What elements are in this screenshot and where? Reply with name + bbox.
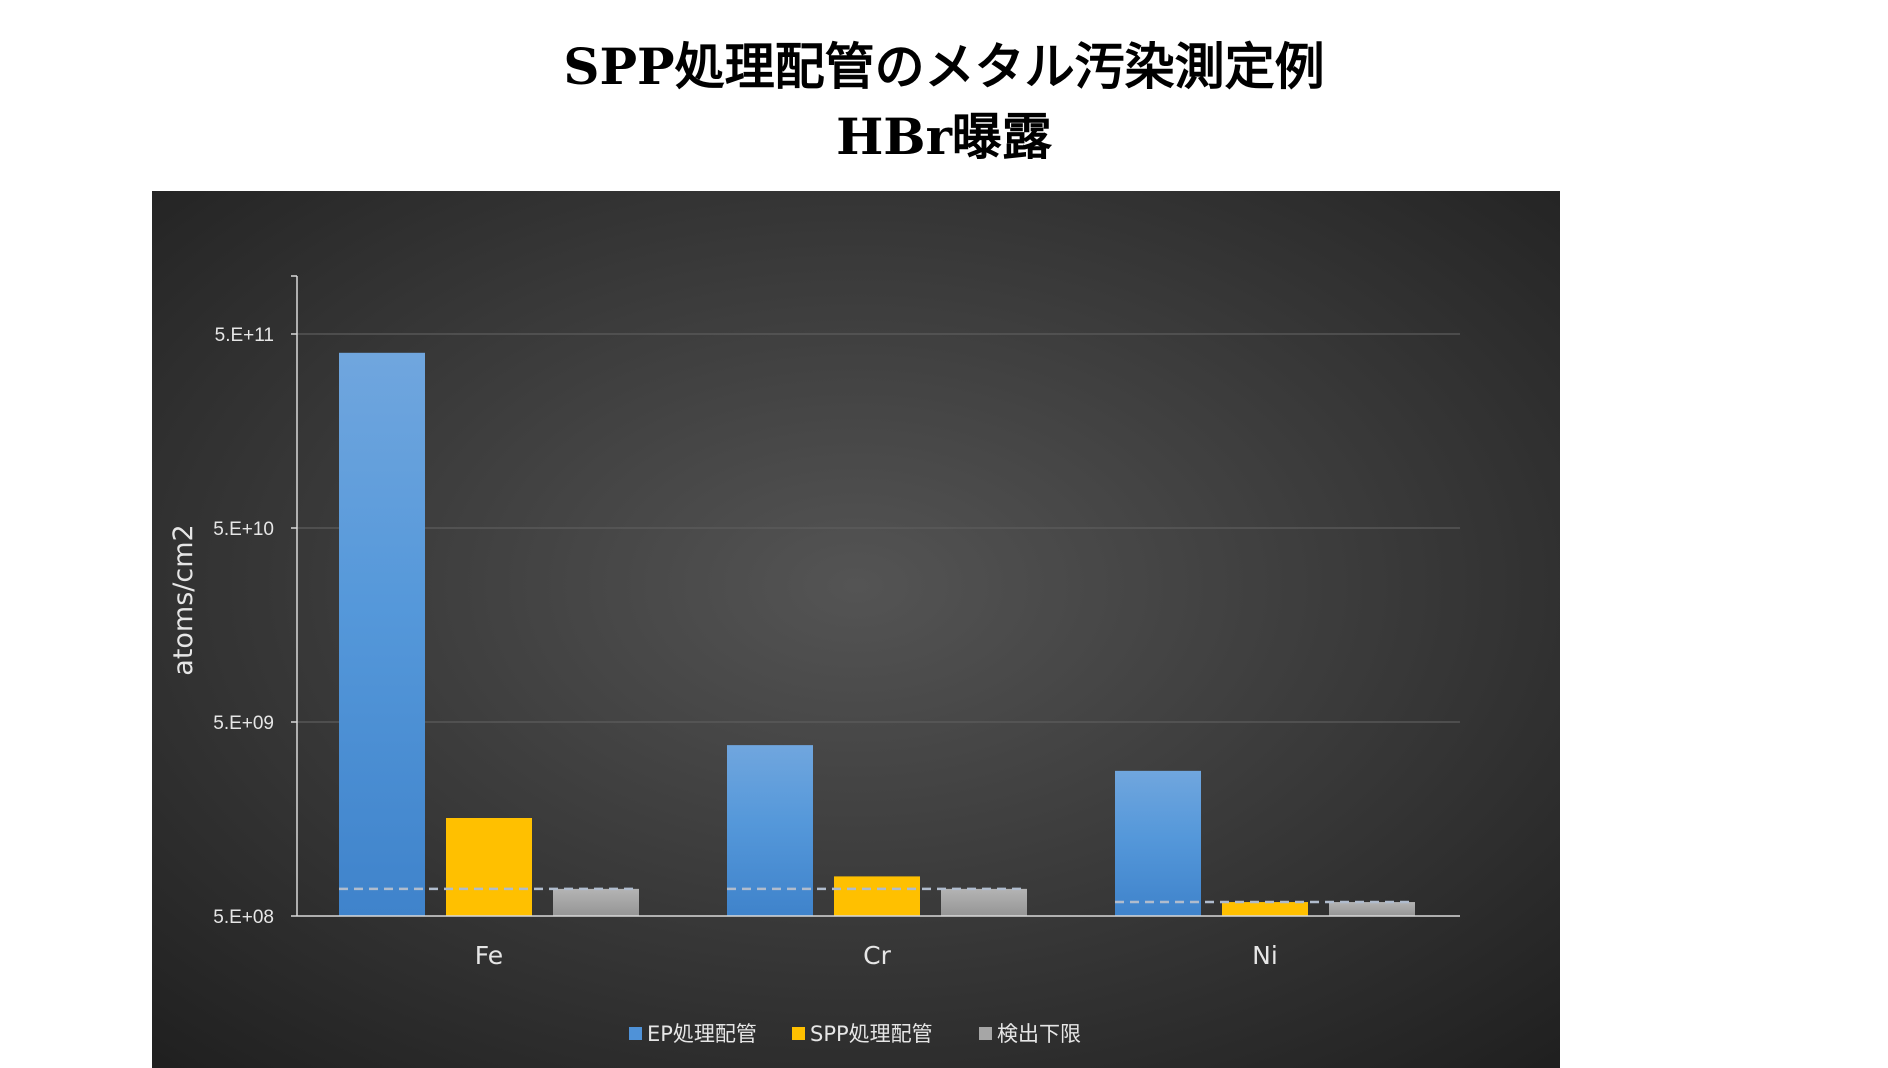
bar-ni-series-1 [1222, 902, 1308, 916]
legend-swatch [629, 1027, 642, 1040]
bar-fe-series-1 [446, 818, 532, 916]
x-category-label-fe: Fe [475, 941, 503, 970]
y-tick-label: 5.E+10 [213, 519, 274, 540]
bar-fe-series-0 [339, 352, 425, 916]
legend-label: SPP処理配管 [810, 1022, 933, 1046]
y-tick-label: 5.E+09 [213, 713, 274, 734]
bar-cr-series-1 [834, 876, 920, 916]
bar-ni-series-0 [1115, 770, 1201, 916]
bar-cr-series-0 [727, 745, 813, 916]
bars [339, 352, 1415, 916]
bar-ni-series-2 [1329, 902, 1415, 916]
x-category-label-cr: Cr [863, 941, 891, 970]
bar-cr-series-2 [941, 888, 1027, 916]
detection-limit-dashed-lines [339, 887, 1415, 904]
legend-label: EP処理配管 [647, 1022, 757, 1046]
axes [291, 275, 1460, 917]
axis-labels: 5.E+08 5.E+09 5.E+10 5.E+11 Fe Cr Ni atoms/cm2 [168, 325, 1278, 970]
y-axis-title: atoms/cm2 [168, 524, 199, 675]
legend-label: 検出下限 [997, 1022, 1081, 1046]
bar-fe-series-2 [553, 888, 639, 916]
y-tick-label: 5.E+11 [215, 325, 274, 346]
gridlines [297, 333, 1460, 723]
legend-swatch [979, 1027, 992, 1040]
legend-swatch [792, 1027, 805, 1040]
x-category-label-ni: Ni [1252, 941, 1278, 970]
legend: EP処理配管 SPP処理配管 検出下限 [629, 1022, 1081, 1046]
y-tick-label: 5.E+08 [213, 907, 274, 928]
slide-title-line2: HBr曝露 [836, 107, 1052, 166]
slide-title-line1: SPP処理配管のメタル汚染測定例 [563, 37, 1325, 96]
